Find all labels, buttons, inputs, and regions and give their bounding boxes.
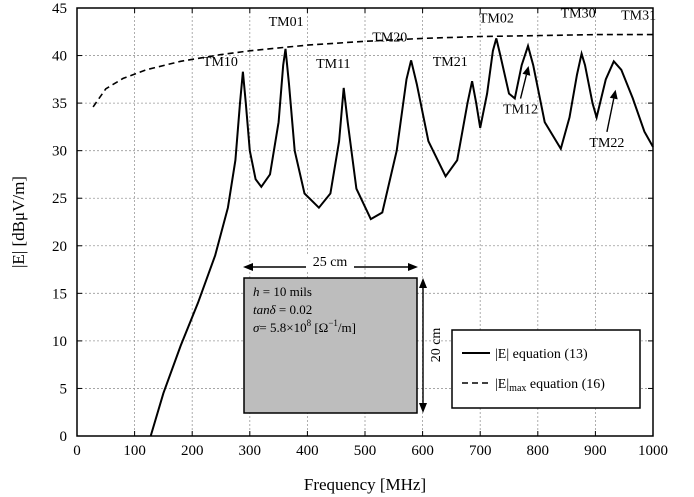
legend-solid-label: |E| equation (13) bbox=[495, 347, 588, 362]
legend: |E| equation (13) |E|max equation (16) bbox=[451, 329, 641, 409]
inset-height-param: h = 10 mils bbox=[253, 284, 312, 299]
mode-arrowhead-tm22 bbox=[609, 89, 618, 100]
mode-label-tm20: TM20 bbox=[372, 30, 407, 45]
width-arrow-right bbox=[408, 263, 418, 271]
width-arrow-left bbox=[243, 263, 253, 271]
x-tick-label: 100 bbox=[123, 443, 146, 459]
mode-label-tm31: TM31 bbox=[621, 8, 656, 23]
y-tick-label: 40 bbox=[52, 49, 67, 65]
y-axis-title: |E| [dBμV/m] bbox=[9, 176, 28, 268]
mode-arrowhead-tm12 bbox=[522, 66, 531, 76]
legend-box bbox=[451, 329, 641, 409]
mode-label-tm10: TM10 bbox=[203, 55, 238, 70]
width-label-bg bbox=[306, 256, 354, 270]
patch-rectangle bbox=[243, 277, 418, 414]
x-tick-label: 900 bbox=[584, 443, 607, 459]
x-axis-title: Frequency [MHz] bbox=[304, 475, 426, 494]
y-tick-label: 35 bbox=[52, 96, 67, 112]
x-tick-label: 600 bbox=[411, 443, 434, 459]
mode-arrow-tm22 bbox=[606, 98, 615, 133]
x-tick-label: 300 bbox=[239, 443, 262, 459]
height-arrow-top bbox=[419, 278, 427, 288]
x-tick-label: 1000 bbox=[638, 443, 668, 459]
mode-label-tm12: TM12 bbox=[503, 103, 538, 118]
mode-arrow-tm12 bbox=[519, 74, 528, 99]
height-label: 20 cm bbox=[429, 328, 444, 363]
inset-conductivity: σ= 5.8×108 [Ω−1/m] bbox=[253, 318, 356, 335]
mode-label-tm02: TM02 bbox=[479, 11, 514, 26]
width-label: 25 cm bbox=[313, 255, 348, 270]
mode-label-tm01: TM01 bbox=[269, 15, 304, 30]
y-tick-label: 15 bbox=[52, 286, 67, 302]
axis-ticks: 0 100 200 300 400 500 600 700 800 900 1000 0 5 10 15 20… bbox=[52, 1, 668, 459]
inset-loss-tangent: tanδ = 0.02 bbox=[253, 302, 312, 317]
y-tick-label: 0 bbox=[60, 429, 68, 445]
series-layer bbox=[92, 33, 654, 437]
y-tick-label: 25 bbox=[52, 191, 67, 207]
y-tick-label: 10 bbox=[52, 334, 67, 350]
y-tick-label: 20 bbox=[52, 239, 67, 255]
x-tick-label: 400 bbox=[296, 443, 319, 459]
x-tick-label: 800 bbox=[527, 443, 550, 459]
mode-label-tm22: TM22 bbox=[589, 136, 624, 151]
x-tick-label: 700 bbox=[469, 443, 492, 459]
series-emax-eq16 bbox=[92, 33, 653, 108]
y-tick-label: 5 bbox=[60, 381, 68, 397]
series-e-eq13 bbox=[149, 38, 654, 437]
x-tick-label: 0 bbox=[73, 443, 81, 459]
legend-dashed-label: |E|max equation (16) bbox=[495, 377, 605, 394]
mode-label-tm30: TM30 bbox=[561, 7, 596, 22]
mode-annotations: TM10 TM01 TM11 TM20 TM21 TM02 TM30 TM31 TM12 TM22 bbox=[203, 7, 656, 151]
x-tick-label: 200 bbox=[181, 443, 204, 459]
y-tick-label: 30 bbox=[52, 144, 67, 160]
x-tick-label: 500 bbox=[354, 443, 377, 459]
mode-label-tm11: TM11 bbox=[316, 57, 350, 72]
y-tick-label: 45 bbox=[52, 1, 67, 17]
height-arrow-bottom bbox=[419, 403, 427, 413]
patch-inset: h = 10 mils tanδ = 0.02 σ= 5.8×108 [Ω−1/… bbox=[243, 255, 444, 414]
mode-label-tm21: TM21 bbox=[433, 55, 468, 70]
